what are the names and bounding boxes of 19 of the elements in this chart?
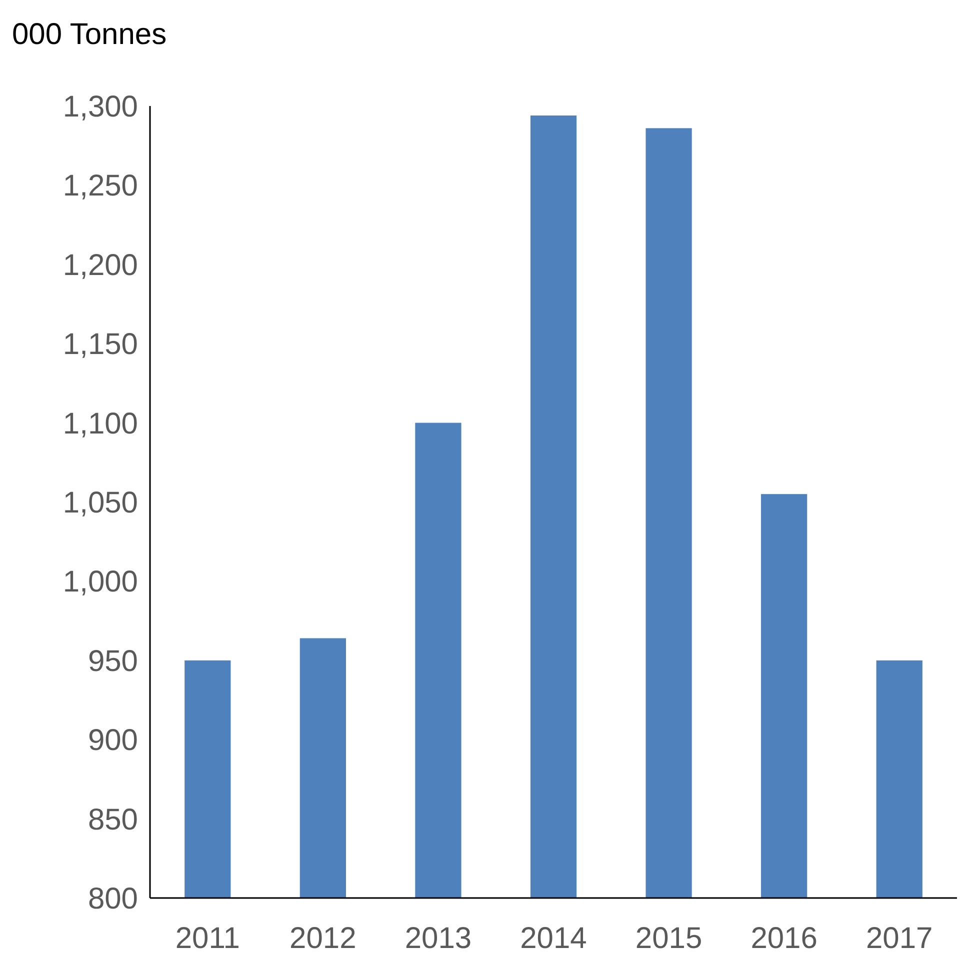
- y-tick-label: 800: [88, 882, 138, 916]
- y-tick-label: 850: [88, 803, 138, 836]
- y-tick-label: 1,200: [62, 248, 138, 282]
- x-tick-label: 2014: [520, 922, 587, 955]
- y-tick-label: 900: [88, 724, 138, 758]
- y-tick-label: 1,050: [62, 486, 138, 520]
- y-tick-label: 950: [88, 644, 138, 678]
- y-tick-label: 1,300: [62, 90, 138, 124]
- chart-title: 000 Tonnes: [12, 18, 167, 51]
- x-tick-label: 2013: [404, 922, 472, 955]
- y-tick-label: 1,100: [62, 407, 138, 440]
- y-tick-label: 1,150: [62, 328, 138, 362]
- x-tick-label: 2015: [635, 922, 702, 955]
- y-tick-label: 1,250: [62, 170, 138, 203]
- x-tick-label: 2016: [750, 922, 818, 955]
- x-tick-label: 2012: [290, 922, 356, 955]
- x-tick-label: 2017: [866, 922, 933, 955]
- x-tick-label: 2011: [175, 922, 240, 955]
- y-tick-label: 1,000: [62, 566, 138, 599]
